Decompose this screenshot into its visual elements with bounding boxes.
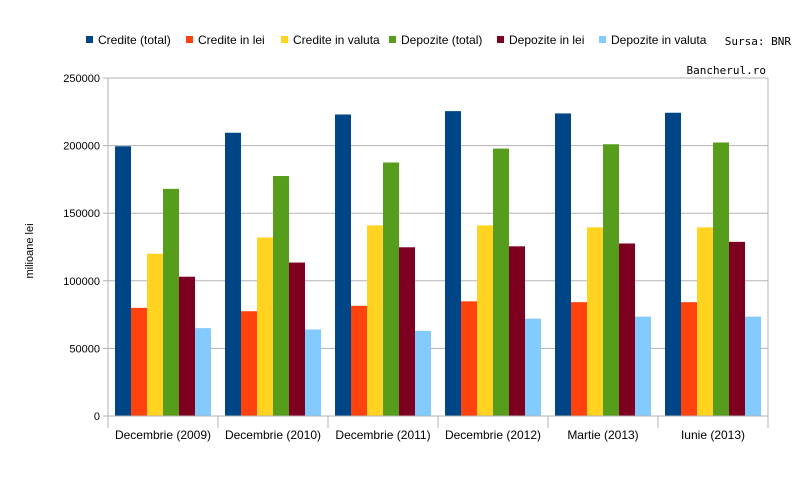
bar bbox=[587, 227, 603, 416]
bar bbox=[729, 241, 745, 416]
legend-swatch bbox=[599, 36, 606, 43]
bar bbox=[351, 305, 367, 416]
bar bbox=[619, 243, 635, 416]
legend-item: Credite (total) bbox=[86, 33, 171, 47]
legend-label: Depozite in valuta bbox=[611, 33, 707, 47]
legend-label: Credite in lei bbox=[198, 33, 265, 47]
legend-label: Credite (total) bbox=[98, 33, 171, 47]
bar bbox=[461, 301, 477, 416]
bar bbox=[305, 329, 321, 416]
x-tick-label: Decembrie (2012) bbox=[445, 428, 541, 442]
plot-background bbox=[108, 78, 768, 416]
bar bbox=[525, 318, 541, 416]
bar bbox=[635, 316, 651, 416]
legend: Credite (total) Credite in lei Credite in … bbox=[86, 33, 707, 47]
bar bbox=[681, 302, 697, 416]
bar bbox=[335, 114, 351, 416]
y-tick-label: 50000 bbox=[69, 343, 100, 355]
y-tick-label: 100000 bbox=[63, 276, 100, 288]
plot-area: 0 50000 100000 150000 200000 250000 Decembrie … bbox=[63, 73, 769, 442]
bar bbox=[571, 302, 587, 416]
x-tick-label: Martie (2013) bbox=[567, 428, 638, 442]
bar bbox=[225, 132, 241, 417]
bar bbox=[195, 328, 211, 416]
bar bbox=[697, 227, 713, 416]
bar bbox=[445, 111, 461, 417]
x-tick-label: Decembrie (2011) bbox=[335, 428, 430, 442]
legend-swatch bbox=[281, 36, 288, 43]
x-tick-label: Decembrie (2009) bbox=[115, 428, 211, 442]
bar bbox=[273, 176, 289, 416]
bar bbox=[415, 330, 431, 416]
source-note: Sursa: BNR bbox=[725, 35, 792, 48]
legend-item: Credite in valuta bbox=[281, 33, 380, 47]
watermark-text: Bancherul.ro bbox=[687, 64, 766, 77]
legend-label: Credite in valuta bbox=[293, 33, 380, 47]
legend-item: Credite in lei bbox=[186, 33, 265, 47]
bar bbox=[603, 144, 619, 417]
bar bbox=[713, 142, 729, 416]
bar bbox=[493, 148, 509, 416]
bar bbox=[745, 316, 761, 416]
bar bbox=[257, 237, 273, 416]
bar bbox=[477, 225, 493, 416]
bar bbox=[131, 307, 147, 416]
y-tick-label: 150000 bbox=[63, 208, 100, 220]
y-tick-label: 0 bbox=[94, 411, 100, 423]
bar bbox=[399, 247, 415, 416]
bar bbox=[147, 253, 163, 416]
x-tick-label: Iunie (2013) bbox=[681, 428, 745, 442]
bar bbox=[383, 162, 399, 416]
legend-swatch bbox=[186, 36, 193, 43]
y-tick-label: 200000 bbox=[63, 141, 100, 153]
x-tick-label: Decembrie (2010) bbox=[225, 428, 321, 442]
bar bbox=[115, 146, 131, 416]
legend-swatch bbox=[86, 36, 93, 43]
bar bbox=[555, 113, 571, 417]
legend-label: Depozite (total) bbox=[401, 33, 482, 47]
y-tick-label: 250000 bbox=[63, 73, 100, 85]
legend-swatch bbox=[389, 36, 396, 43]
bar bbox=[665, 112, 681, 416]
bar bbox=[163, 188, 179, 416]
legend-swatch bbox=[497, 36, 504, 43]
y-axis-label: milioane lei bbox=[24, 223, 36, 278]
bar bbox=[179, 276, 195, 416]
legend-item: Depozite (total) bbox=[389, 33, 482, 47]
bar bbox=[241, 311, 257, 416]
bar bbox=[367, 225, 383, 416]
legend-item: Depozite in lei bbox=[497, 33, 584, 47]
legend-item: Depozite in valuta bbox=[599, 33, 707, 47]
bar bbox=[289, 262, 305, 416]
bar bbox=[509, 246, 525, 416]
legend-label: Depozite in lei bbox=[509, 33, 584, 47]
